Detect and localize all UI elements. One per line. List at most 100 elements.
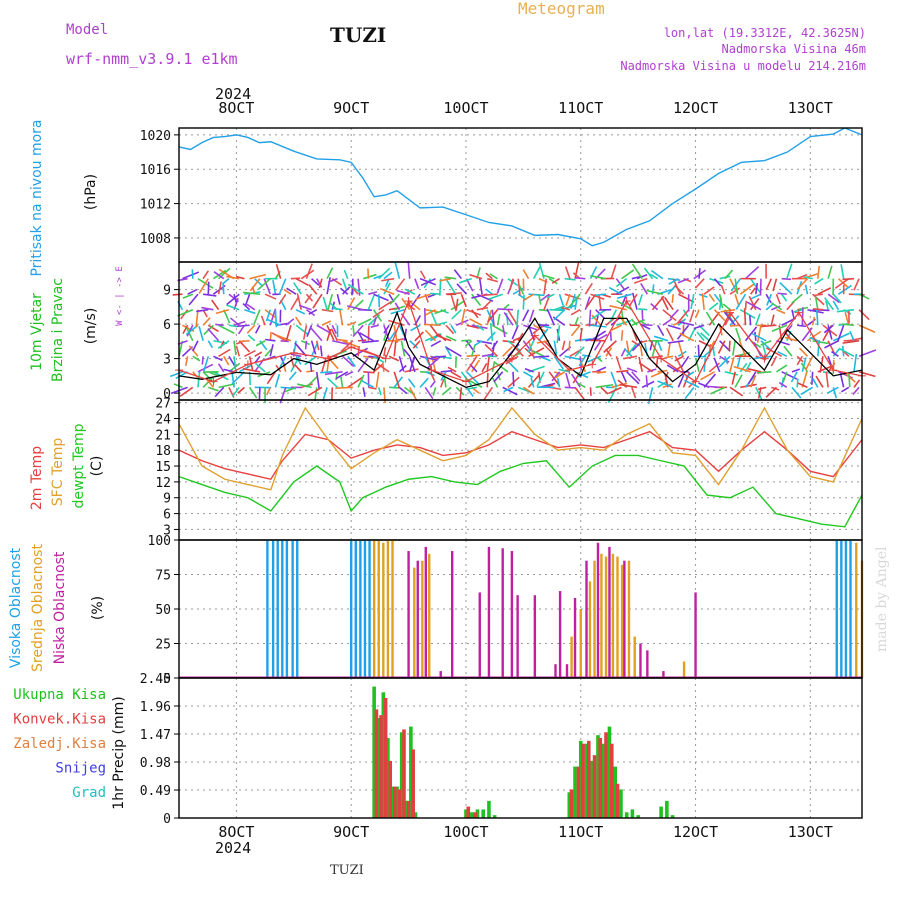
y-tick-label: 15 — [155, 460, 171, 475]
wind-arrow — [735, 328, 742, 342]
wind-arrow — [760, 340, 771, 350]
elevation-text: Nadmorska Visina 46m — [722, 42, 867, 56]
wind-arrow — [695, 309, 700, 318]
wind-arrow — [558, 293, 564, 306]
wind-arrow — [439, 378, 445, 388]
bar-visoka-oblacnost — [835, 540, 838, 678]
wind-arrow — [430, 292, 441, 295]
bar-niska-oblacnost — [623, 560, 626, 678]
wind-arrow — [389, 293, 400, 305]
wind-arrow — [674, 355, 685, 373]
wind-arrow — [185, 327, 194, 342]
wind-arrow — [489, 273, 498, 280]
wind-arrow — [674, 355, 684, 362]
wind-arrow — [207, 328, 220, 342]
wind-arrow — [558, 368, 571, 373]
wind-arrow — [578, 355, 587, 367]
model-name: wrf-nmm_v3.9.1 e1km — [66, 50, 238, 68]
bar-visoka-oblacnost — [849, 540, 852, 678]
wind-arrow — [591, 314, 602, 326]
wind-arrow — [623, 355, 638, 360]
temp-subtitle2: dewpt Temp — [71, 423, 87, 508]
wind-arrow — [208, 386, 219, 392]
bar-konvek-kisa — [411, 749, 415, 818]
wind-arrow — [750, 293, 762, 300]
bar-konvek-kisa — [374, 709, 379, 818]
bar-srednja-oblacnost — [620, 564, 624, 678]
wind-arrow — [217, 340, 230, 349]
wind-arrow — [669, 309, 679, 319]
bar-visoka-oblacnost — [844, 540, 848, 678]
wind-arrow — [195, 309, 199, 328]
bar-ukupna-kisa — [386, 738, 390, 818]
wind-arrow — [527, 374, 540, 388]
wind-arrow — [357, 374, 365, 388]
wind-arrow — [804, 284, 809, 295]
wind-arrow — [650, 303, 659, 311]
wind-arrow — [524, 368, 534, 373]
wind-arrow — [743, 308, 747, 326]
wind-arrow — [615, 356, 622, 370]
wind-arrow — [703, 286, 715, 295]
wind-arrow — [823, 324, 834, 334]
y-tick-label: 1012 — [140, 198, 171, 213]
time-tick-top: 10OCT — [443, 99, 488, 117]
wind-unit: (m/s) — [83, 308, 99, 345]
bar-visoka-oblacnost — [271, 540, 275, 678]
wind-arrow — [440, 369, 453, 373]
wind-arrow — [359, 332, 374, 342]
wind-arrow — [700, 371, 715, 381]
wind-arrow — [372, 309, 383, 322]
time-tick-top: 11OCT — [558, 99, 603, 117]
bar-srednja-oblacnost — [421, 560, 424, 678]
wind-arrow — [848, 337, 863, 342]
wind-arrow — [398, 356, 405, 372]
wind-arrow — [306, 369, 315, 373]
wind-arrow — [695, 358, 700, 373]
wind-arrow — [376, 362, 390, 373]
wind-arrow — [304, 355, 318, 366]
wind-arrow — [407, 378, 416, 388]
y-tick-label: 0.98 — [140, 756, 171, 771]
wind-arrow — [663, 296, 674, 311]
wind-arrow — [609, 304, 627, 311]
bar-niska-oblacnost — [646, 650, 649, 678]
wind-arrow — [469, 273, 483, 280]
wind-arrow — [657, 380, 669, 389]
wind-arrow — [761, 324, 777, 328]
bar-ukupna-kisa — [481, 809, 485, 818]
wind-arrow — [341, 278, 348, 290]
y-tick-label: 24 — [155, 412, 171, 427]
time-tick-bottom: 8OCT — [218, 823, 254, 841]
wind-arrow — [776, 308, 786, 315]
wind-arrow — [253, 309, 261, 325]
wind-arrow — [243, 291, 261, 295]
wind-arrow — [211, 299, 220, 311]
panel-pressure: 1008 1012 1016 1020 — [140, 127, 863, 263]
wind-arrow — [724, 371, 739, 376]
wind-arrow — [344, 371, 354, 377]
wind-arrow — [815, 375, 824, 388]
wind-arrow — [668, 277, 679, 285]
wind-title: 10m Vjetar — [29, 293, 45, 371]
series-line-gust — [178, 299, 863, 383]
wind-arrow — [733, 365, 751, 373]
wind-arrow — [565, 293, 571, 306]
wind-arrow — [342, 355, 355, 368]
wind-arrow — [522, 386, 535, 395]
wind-arrow — [207, 324, 219, 333]
wind-arrow — [791, 293, 803, 304]
wind-arrow — [264, 348, 272, 357]
wind-arrow — [269, 344, 274, 357]
wind-arrow — [290, 277, 301, 280]
wind-arrow — [784, 336, 798, 342]
bar-visoka-oblacnost — [354, 540, 357, 678]
wind-arrow — [812, 339, 829, 345]
bar-niska-oblacnost — [608, 546, 611, 678]
wind-arrow — [383, 324, 391, 342]
wind-arrow — [187, 288, 198, 295]
wind-arrow — [455, 386, 465, 396]
wind-arrow — [528, 293, 545, 297]
bar-ukupna-kisa — [395, 786, 399, 818]
wind-arrow — [568, 340, 571, 351]
